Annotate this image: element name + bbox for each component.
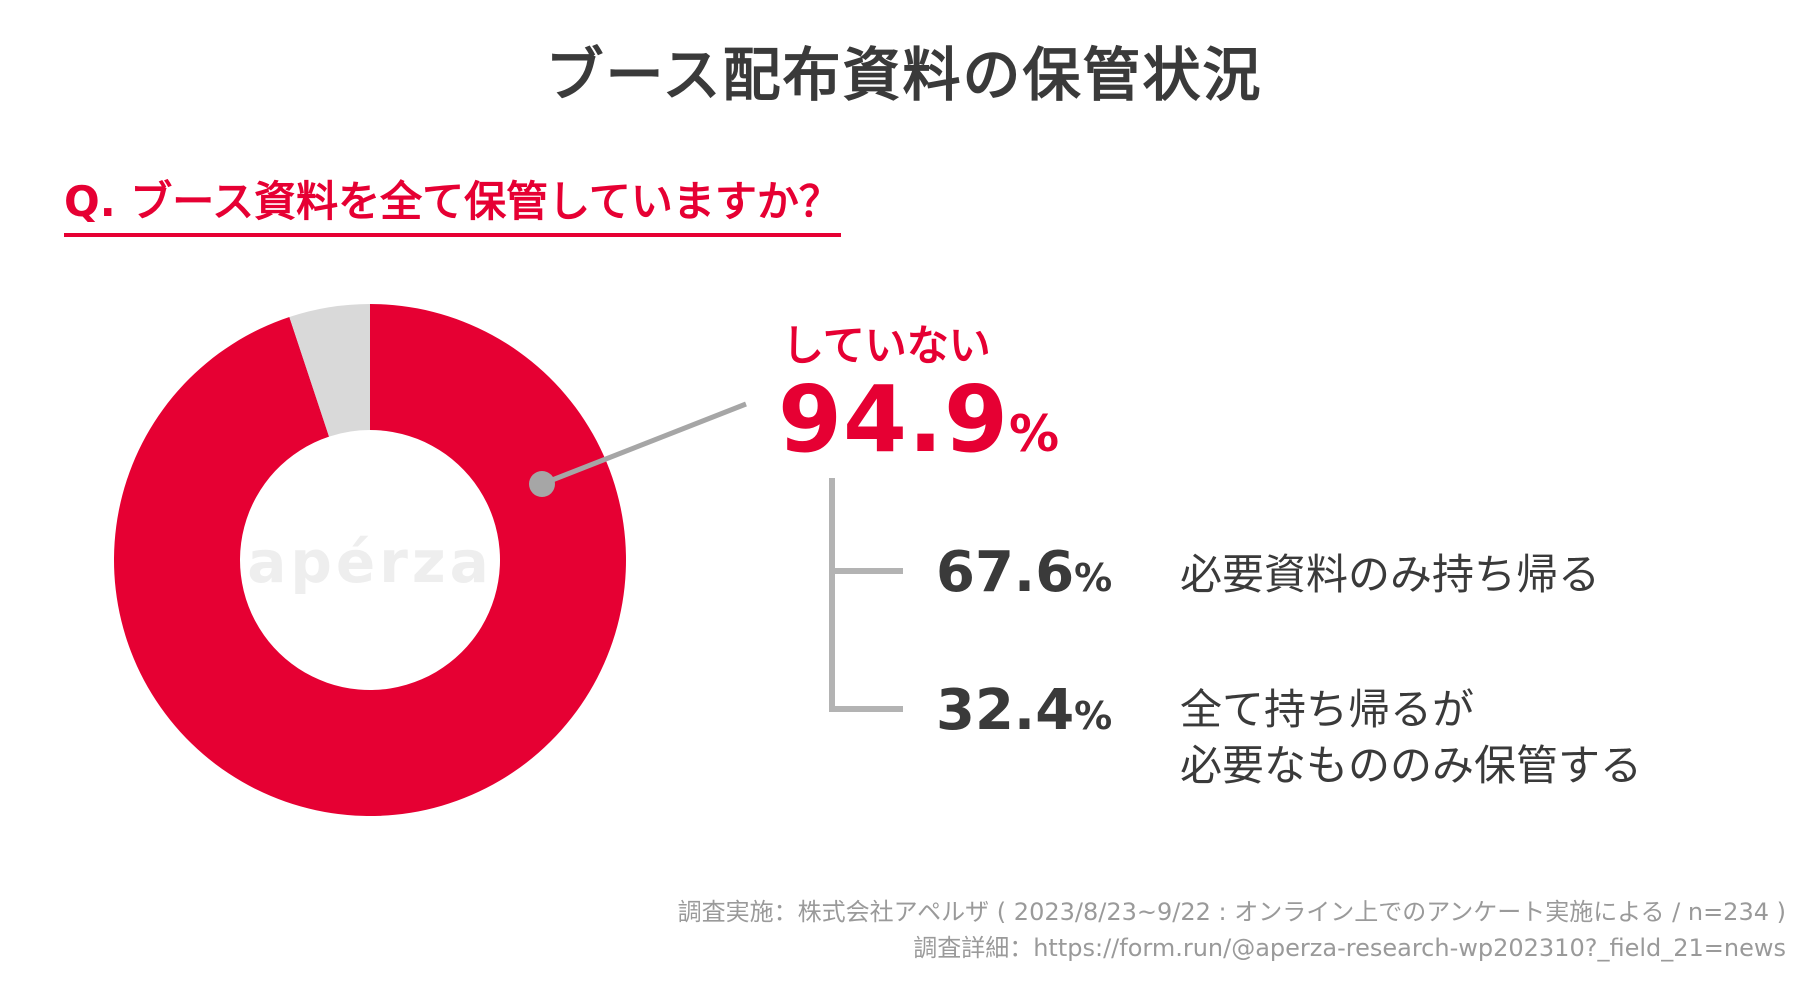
breakdown-bracket — [829, 478, 835, 712]
breakdown-value-1: 67.6% — [936, 540, 1112, 605]
breakdown-tick-2 — [829, 706, 903, 712]
donut-slice-1 — [113, 304, 627, 817]
watermark-logo: apérza — [247, 528, 493, 596]
breakdown-label-1: 必要資料のみ持ち帰る — [1180, 547, 1600, 603]
callout-label: していない — [782, 321, 991, 370]
breakdown-number-1: 67.6 — [936, 540, 1075, 605]
survey-question: Q. ブース資料を全て保管していますか？ — [64, 168, 841, 237]
breakdown-number-2: 32.4 — [936, 678, 1075, 743]
breakdown-value-2: 32.4% — [936, 678, 1112, 743]
breakdown-tick-1 — [829, 568, 903, 574]
callout-number: 94.9 — [778, 366, 1009, 473]
callout-anchor-dot — [529, 471, 555, 497]
page-title: ブース配布資料の保管状況 — [545, 41, 1263, 109]
breakdown-label-2: 全て持ち帰るが 必要なもののみ保管する — [1180, 682, 1642, 794]
breakdown-unit-1: % — [1074, 556, 1113, 600]
callout-unit: % — [1009, 405, 1061, 463]
donut-slice-2 — [289, 304, 370, 437]
breakdown-label-2-line-2: 必要なもののみ保管する — [1180, 741, 1643, 790]
survey-source-note: 調査実施：株式会社アペルザ ( 2023/8/23~9/22 : オンライン上で… — [677, 898, 1786, 926]
breakdown-label-1-line-1: 必要資料のみ持ち帰る — [1180, 550, 1601, 599]
survey-detail-link[interactable]: 調査詳細：https://form.run/@aperza-research-w… — [913, 934, 1786, 962]
breakdown-label-2-line-1: 全て持ち帰るが — [1180, 685, 1475, 734]
breakdown-unit-2: % — [1074, 694, 1113, 738]
callout-value: 94.9% — [778, 366, 1060, 473]
callout-leader-line — [541, 401, 747, 487]
